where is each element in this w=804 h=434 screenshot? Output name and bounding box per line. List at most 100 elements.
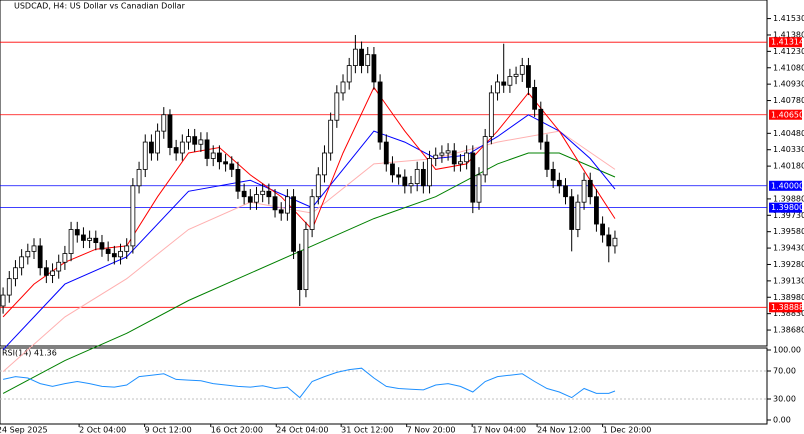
candle-body bbox=[575, 201, 581, 230]
candle-body bbox=[309, 196, 315, 230]
candle-body bbox=[161, 114, 167, 132]
y-tick-label: 1.39880 bbox=[773, 194, 804, 203]
candle-body bbox=[56, 261, 62, 272]
candle-body bbox=[0, 294, 6, 307]
candle-body bbox=[155, 130, 161, 154]
candle-body bbox=[476, 174, 482, 203]
candle-body bbox=[322, 152, 327, 176]
candle-body bbox=[19, 256, 25, 269]
candle-body bbox=[13, 267, 18, 280]
candle-body bbox=[25, 250, 31, 258]
x-tick-label: 2 Oct 04:00 bbox=[79, 426, 126, 434]
candle-body bbox=[173, 147, 179, 154]
candle-body bbox=[167, 114, 173, 148]
candle-body bbox=[68, 229, 74, 254]
candle-body bbox=[50, 270, 55, 276]
candle-body bbox=[581, 179, 587, 203]
candle-body bbox=[118, 250, 123, 258]
candle-body bbox=[420, 168, 426, 187]
candle-body bbox=[519, 65, 525, 75]
moving-average bbox=[2, 114, 616, 351]
level-tag bbox=[769, 202, 802, 213]
candle-body bbox=[31, 245, 37, 252]
candle-body bbox=[130, 185, 136, 247]
candle-body bbox=[284, 196, 290, 214]
candle-body bbox=[396, 174, 402, 178]
candle-body bbox=[74, 229, 80, 236]
candle-body bbox=[612, 237, 618, 247]
rsi-tick-label: 70.00 bbox=[773, 367, 796, 376]
rsi-tick-label: 100.00 bbox=[773, 346, 801, 355]
candle-body bbox=[408, 183, 414, 187]
candle-body bbox=[124, 245, 130, 252]
candle-body bbox=[482, 136, 488, 176]
candle-body bbox=[235, 168, 241, 192]
candle-body bbox=[136, 168, 142, 187]
y-tick-label: 1.40480 bbox=[773, 129, 804, 138]
candle-body bbox=[377, 81, 383, 143]
x-tick-label: 24 Sep 2025 bbox=[0, 426, 48, 434]
candle-body bbox=[390, 163, 395, 176]
candle-body bbox=[600, 223, 605, 236]
x-tick-label: 24 Nov 12:00 bbox=[537, 426, 591, 434]
level-tag bbox=[769, 37, 802, 48]
candle-body bbox=[383, 141, 389, 165]
candle-body bbox=[563, 185, 568, 198]
x-tick-label: 17 Nov 04:00 bbox=[472, 426, 526, 434]
candle-body bbox=[556, 179, 562, 187]
candle-body bbox=[414, 168, 420, 185]
candle-body bbox=[37, 245, 43, 269]
candle-body bbox=[538, 108, 544, 143]
rsi-tick-label: 30.00 bbox=[773, 395, 796, 404]
main-frame bbox=[0, 0, 768, 347]
moving-average bbox=[2, 152, 616, 394]
candle-body bbox=[291, 196, 296, 252]
y-tick-label: 1.39730 bbox=[773, 211, 804, 220]
candle-body bbox=[470, 152, 476, 203]
y-tick-label: 1.39430 bbox=[773, 244, 804, 253]
candle-body bbox=[87, 237, 93, 241]
candle-body bbox=[532, 87, 538, 110]
candle-body bbox=[352, 48, 358, 66]
candle-body bbox=[217, 152, 222, 163]
y-tick-label: 1.41230 bbox=[773, 47, 804, 56]
rsi-tick-label: 0.00 bbox=[773, 416, 791, 425]
y-tick-label: 1.38830 bbox=[773, 309, 804, 318]
rsi-line bbox=[2, 367, 616, 399]
x-tick-label: 31 Oct 12:00 bbox=[341, 426, 393, 434]
level-label: 1.40000 bbox=[771, 181, 804, 190]
y-tick-label: 1.41080 bbox=[773, 63, 804, 72]
candle-body bbox=[606, 234, 612, 247]
y-tick-label: 1.41530 bbox=[773, 14, 804, 23]
candle-body bbox=[513, 73, 519, 77]
y-tick-label: 1.39130 bbox=[773, 276, 804, 285]
candle-body bbox=[445, 150, 451, 154]
level-tag bbox=[769, 180, 802, 191]
candle-body bbox=[6, 278, 12, 296]
chart-title: USDCAD, H4: US Dollar vs Canadian Dollar bbox=[14, 2, 186, 11]
candle-body bbox=[272, 196, 278, 211]
moving-average bbox=[2, 130, 616, 372]
candle-body bbox=[507, 76, 513, 86]
candle-body bbox=[99, 242, 105, 250]
candle-body bbox=[303, 229, 309, 291]
candle-body bbox=[223, 161, 228, 165]
candle-body bbox=[464, 152, 470, 163]
candle-body bbox=[544, 141, 550, 170]
candle-body bbox=[340, 81, 346, 94]
rsi-label: RSI(14) 41.36 bbox=[2, 349, 57, 358]
level-label: 1.39800 bbox=[771, 203, 804, 212]
y-tick-label: 1.38680 bbox=[773, 326, 804, 335]
candle-body bbox=[334, 92, 340, 121]
y-tick-label: 1.41380 bbox=[773, 30, 804, 39]
candle-body bbox=[365, 54, 371, 66]
candle-body bbox=[247, 196, 253, 203]
candle-body bbox=[439, 152, 445, 156]
y-tick-label: 1.40780 bbox=[773, 96, 804, 105]
level-tag bbox=[769, 109, 802, 120]
candle-body bbox=[198, 139, 204, 145]
candle-body bbox=[315, 174, 321, 198]
candle-body bbox=[204, 139, 210, 159]
y-tick-label: 1.40330 bbox=[773, 145, 804, 154]
